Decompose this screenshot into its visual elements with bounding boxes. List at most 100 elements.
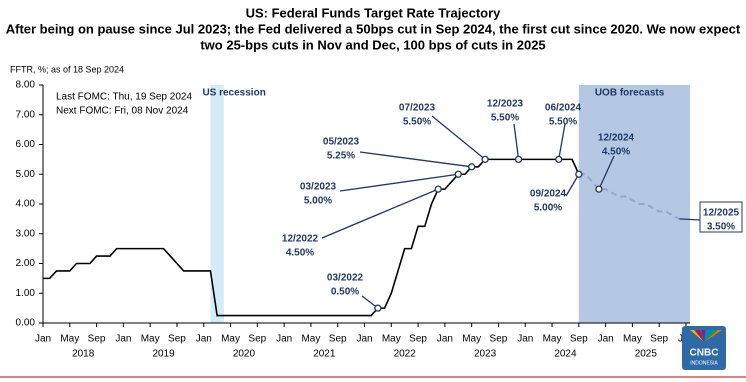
logo-feather — [704, 330, 722, 342]
year-label: 2019 — [152, 349, 175, 360]
logo-bg — [682, 326, 726, 370]
note: Next FOMC: Fri, 08 Nov 2024 — [56, 106, 189, 117]
leader-line — [513, 123, 520, 160]
year-label: 2024 — [554, 349, 577, 360]
shaded-region — [210, 85, 224, 323]
chart-title: US: Federal Funds Target Rate Trajectory — [246, 5, 502, 20]
x-tick-label: May — [301, 334, 320, 345]
region-label: US recession — [202, 88, 265, 99]
annotation-date: 09/2024 — [530, 189, 567, 200]
label-box — [699, 201, 743, 233]
x-tick-label: Jan — [356, 334, 372, 345]
annotation-value: 5.50% — [403, 117, 431, 128]
marker — [595, 185, 603, 193]
logo-feather — [704, 330, 717, 342]
forecast-line — [578, 173, 680, 220]
y-tick-label: 7.00 — [16, 109, 36, 120]
x-tick-label: May — [60, 334, 79, 345]
annotation-value: 3.50% — [707, 222, 735, 233]
year-label: 2025 — [635, 349, 658, 360]
y-tick-label: 8.00 — [16, 80, 36, 91]
x-tick-label: May — [382, 334, 401, 345]
annotation-date: 12/2025 — [703, 208, 740, 219]
x-tick-label: Jan — [598, 334, 614, 345]
x-tick-label: Jan — [196, 334, 212, 345]
year-label: 2023 — [474, 349, 497, 360]
annotation-date: 03/2022 — [327, 273, 364, 284]
marker — [555, 155, 563, 164]
marker — [575, 170, 583, 178]
shaded-region — [578, 85, 690, 323]
logo-region: INDONESIA — [690, 360, 718, 366]
x-tick-label: Sep — [570, 334, 588, 345]
x-tick-label: Jan — [517, 334, 533, 345]
logo-feather — [695, 330, 704, 342]
y-tick-label: 1.00 — [16, 288, 36, 299]
x-tick-label: May — [543, 334, 562, 345]
chart-subtitle: After being on pause since Jul 2023; the… — [6, 21, 741, 36]
annotation-value: 5.50% — [491, 113, 519, 124]
x-tick-label: Sep — [490, 334, 508, 345]
x-tick-label: Jan — [35, 334, 51, 345]
annotation-date: 12/2022 — [282, 234, 319, 245]
marker — [454, 170, 462, 178]
y-tick-label: 4.00 — [16, 199, 36, 210]
year-label: 2020 — [233, 349, 256, 360]
leader-line — [679, 218, 701, 221]
y-tick-label: 3.00 — [16, 228, 36, 239]
marker — [434, 185, 442, 193]
leader-line — [339, 173, 459, 192]
x-tick-label: Jan — [115, 334, 131, 345]
x-tick-label: Jan — [276, 334, 292, 345]
y-tick-label: 2.00 — [16, 258, 36, 269]
annotation-value: 5.00% — [304, 196, 332, 207]
x-tick-label: Sep — [409, 334, 427, 345]
marker — [481, 155, 489, 164]
annotation-date: 05/2023 — [323, 137, 360, 148]
annotation-value: 0.50% — [331, 287, 359, 298]
logo-brand: CNBC — [690, 348, 719, 359]
x-tick-label: May — [623, 334, 642, 345]
annotation-date: 07/2023 — [399, 103, 436, 114]
leader-line — [598, 155, 615, 190]
year-label: 2022 — [394, 349, 417, 360]
x-tick-label: Sep — [88, 334, 106, 345]
year-label: 2018 — [72, 349, 95, 360]
region-label: UOB forecasts — [595, 88, 665, 99]
annotation-date: 03/2023 — [300, 182, 337, 193]
axis-note: FFTR, %; as of 18 Sep 2024 — [10, 64, 124, 74]
logo-feather — [704, 330, 711, 342]
x-tick-label: May — [462, 334, 481, 345]
leader-line — [431, 115, 486, 160]
annotation-date: 12/2023 — [487, 99, 524, 110]
year-label: 2021 — [313, 349, 336, 360]
marker — [468, 163, 476, 171]
leader-line — [321, 188, 439, 239]
marker — [374, 304, 382, 312]
annotation-value: 5.25% — [327, 151, 355, 162]
x-tick-label: Sep — [168, 334, 186, 345]
x-tick-label: Sep — [248, 334, 266, 345]
leader-line — [558, 123, 566, 160]
leader-line — [565, 173, 580, 197]
annotation-value: 4.50% — [286, 248, 314, 259]
annotation-date: 06/2024 — [545, 103, 582, 114]
x-tick-label: Sep — [650, 334, 668, 345]
note: Last FOMC: Thu, 19 Sep 2024 — [56, 92, 192, 103]
y-tick-label: 6.00 — [16, 139, 36, 150]
x-tick-label: May — [141, 334, 160, 345]
x-tick-label: Sep — [329, 334, 347, 345]
x-tick-label: May — [221, 334, 240, 345]
leader-line — [359, 151, 472, 168]
y-tick-label: 0.00 — [16, 318, 36, 329]
marker — [514, 155, 523, 164]
chart-subtitle: two 25-bps cuts in Nov and Dec, 100 bps … — [200, 37, 545, 52]
logo-feather — [701, 330, 706, 342]
logo-feather — [690, 330, 704, 342]
annotation-value: 4.50% — [602, 147, 630, 158]
y-tick-label: 5.00 — [16, 169, 36, 180]
annotation-value: 5.00% — [534, 203, 562, 214]
